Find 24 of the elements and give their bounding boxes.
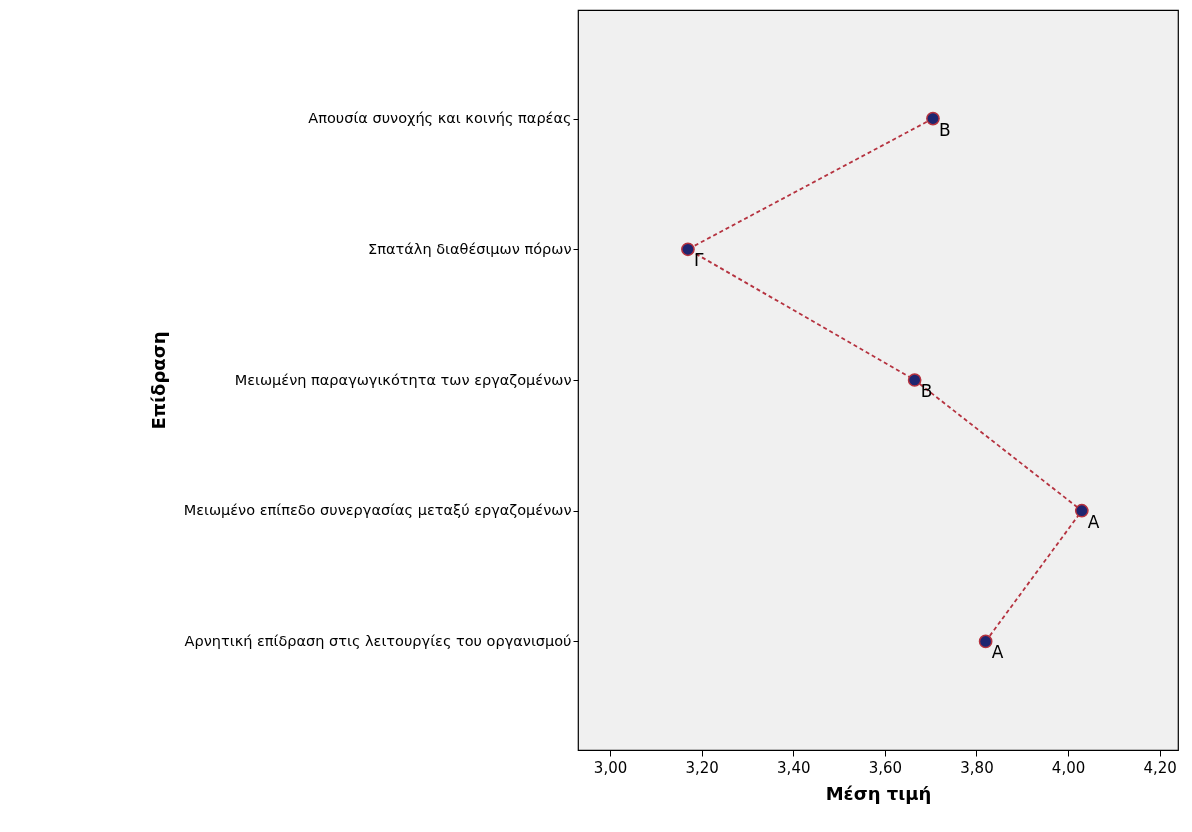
point — [681, 242, 695, 257]
annotation: Γ — [693, 250, 704, 271]
annotation: Α — [1087, 511, 1100, 532]
x-tick-label: 3,60 — [868, 758, 903, 777]
annotation: Α — [991, 642, 1004, 663]
annotation: Β — [920, 381, 933, 401]
x-tick-label: 3,20 — [685, 758, 719, 777]
point — [978, 634, 993, 649]
y-axis-title: Επίδραση — [147, 331, 169, 430]
x-axis-title: Μέση τιμή — [825, 782, 932, 804]
x-tick-label: 3,40 — [777, 758, 811, 777]
x-tick-label: 3,80 — [960, 758, 994, 777]
y-tick-label: Μειωμένο επίπεδο συνεργασίας μεταξύ εργαζομένων — [183, 502, 572, 519]
point — [1074, 503, 1089, 518]
x-tick-label: 4,00 — [1051, 758, 1086, 777]
y-tick-label: Αρνητική επίδραση στις λειτουργίες του οργανισμού — [184, 632, 572, 649]
x-tick-label: 4,20 — [1143, 758, 1177, 777]
point — [907, 373, 922, 387]
annotation: Β — [938, 119, 951, 140]
y-tick-label: Σπατάλη διαθέσιμων πόρων — [368, 240, 572, 257]
y-tick-label: Μειωμένη παραγωγικότητα των εργαζομένων — [234, 371, 572, 388]
point — [926, 111, 940, 126]
x-tick-label: 3,00 — [593, 758, 628, 777]
y-tick-label: Απουσία συνοχής και κοινής παρέας — [308, 110, 572, 127]
